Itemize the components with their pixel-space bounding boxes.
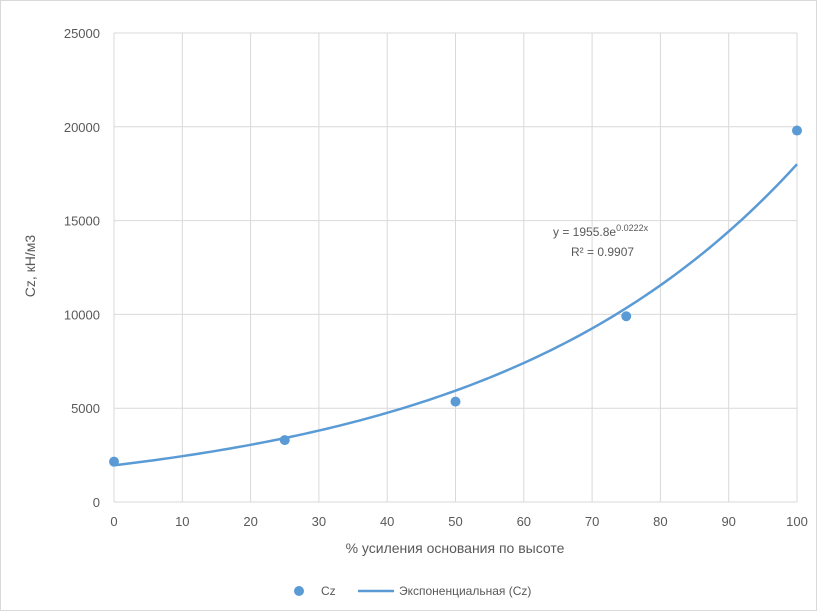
x-tick-label: 10 <box>175 514 189 529</box>
x-tick-label: 20 <box>243 514 257 529</box>
x-tick-label: 90 <box>721 514 735 529</box>
x-tick-label: 80 <box>653 514 667 529</box>
x-tick-label: 30 <box>312 514 326 529</box>
trendline-equation-exponent: 0.0222x <box>616 223 649 233</box>
y-axis-title: Cz, кН/м3 <box>22 235 38 298</box>
x-tick-label: 70 <box>585 514 599 529</box>
data-point <box>792 125 802 136</box>
y-tick-label: 15000 <box>64 214 100 229</box>
x-tick-label: 50 <box>448 514 462 529</box>
data-point <box>450 396 461 407</box>
trend-layer <box>113 163 798 467</box>
legend-label-trend: Экспоненциальная (Cz) <box>399 584 531 598</box>
point-layer <box>109 125 802 467</box>
trendline-r-squared: R² = 0.9907 <box>571 245 634 259</box>
x-tick-label: 0 <box>110 514 117 529</box>
trendline-equation-base: y = 1955.8e <box>553 225 616 239</box>
x-tick-label: 40 <box>380 514 394 529</box>
y-tick-label: 25000 <box>64 26 100 41</box>
trendline-curve <box>113 163 798 467</box>
y-tick-label: 0 <box>93 495 100 510</box>
grid-layer <box>113 32 798 503</box>
tick-layer: 0 10 20 30 40 50 60 70 80 90 100 0 5000 10000 15000 200… <box>64 26 808 529</box>
data-point <box>109 456 119 467</box>
legend-label-cz: Cz <box>321 584 336 598</box>
data-point <box>279 435 290 446</box>
data-point <box>621 311 632 322</box>
x-tick-label: 100 <box>786 514 808 529</box>
x-axis-title: % усиления основания по высоте <box>346 540 565 556</box>
x-tick-label: 60 <box>517 514 531 529</box>
y-tick-label: 10000 <box>64 307 100 322</box>
legend-marker-cz <box>294 586 304 596</box>
y-tick-label: 20000 <box>64 120 100 135</box>
legend: Cz Экспоненциальная (Cz) <box>294 584 531 598</box>
trendline-equation: y = 1955.8e0.0222x <box>553 223 649 239</box>
y-tick-label: 5000 <box>71 401 100 416</box>
